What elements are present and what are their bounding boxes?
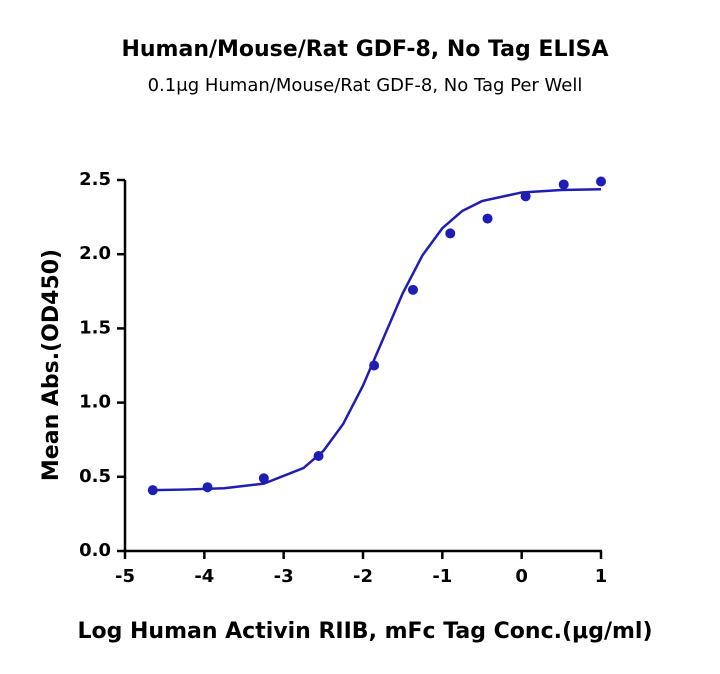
x-tick-label: -5 <box>115 566 135 587</box>
y-tick-label: 0.0 <box>79 540 111 561</box>
x-tick-label: -4 <box>194 566 214 587</box>
data-point <box>202 482 213 493</box>
x-tick-label: 0 <box>515 566 528 587</box>
data-point <box>445 228 456 239</box>
y-tick-label: 2.0 <box>79 243 111 264</box>
chart-subtitle: 0.1μg Human/Mouse/Rat GDF-8, No Tag Per … <box>148 75 583 96</box>
y-tick-label: 1.0 <box>79 392 111 413</box>
y-tick-label: 0.5 <box>79 466 111 487</box>
y-tick-label: 1.5 <box>79 317 111 338</box>
data-point <box>482 213 493 224</box>
chart-title: Human/Mouse/Rat GDF-8, No Tag ELISA <box>121 37 608 62</box>
y-tick-label: 2.5 <box>79 169 111 190</box>
data-point <box>407 284 418 295</box>
x-tick-label: -2 <box>353 566 373 587</box>
data-point <box>258 473 269 484</box>
x-axis-label: Log Human Activin RIIB, mFc Tag Conc.(μg… <box>77 619 652 644</box>
data-point <box>520 191 531 202</box>
x-tick-label: 1 <box>595 566 608 587</box>
data-point <box>596 176 606 187</box>
x-tick-label: -3 <box>274 566 294 587</box>
x-tick-label: -1 <box>432 566 452 587</box>
y-axis-label: Mean Abs.(OD450) <box>39 249 64 481</box>
fit-curve <box>152 187 602 492</box>
data-point <box>558 179 569 190</box>
